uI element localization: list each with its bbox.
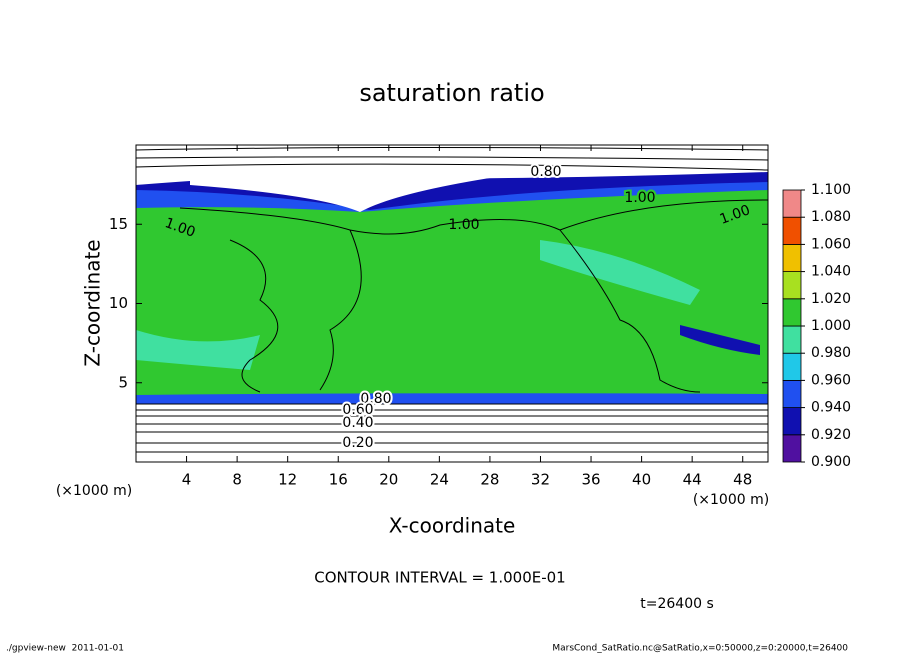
contour-label: 0.20: [342, 435, 373, 451]
time-label: t=26400 s: [640, 596, 714, 612]
x-tick-label: 12: [278, 471, 297, 489]
colorbar-label: 1.100: [811, 182, 851, 198]
field-patch: [136, 330, 260, 370]
y-tick-label: 5: [118, 373, 128, 391]
colorbar-cell: [782, 325, 802, 354]
colorbar-cell: [782, 271, 802, 300]
x-tick-label: 16: [329, 471, 348, 489]
y-unit: (×1000 m): [56, 483, 132, 499]
x-tick-label: 20: [379, 471, 398, 489]
contour-labels: 0.80 1.00 1.00 1.00 1.00 0.80 0.60 0.40 …: [163, 162, 753, 453]
x-axis-label: X-coordinate: [389, 514, 516, 538]
contour-label: 0.80: [360, 391, 391, 407]
colorbar-label: 1.040: [811, 264, 851, 280]
contour-label: 0.40: [342, 415, 373, 431]
colorbar-label: 0.960: [811, 372, 851, 388]
field-clear: [136, 404, 768, 462]
x-tick-label: 48: [733, 471, 752, 489]
colorbar-cell: [782, 216, 802, 245]
contour-label: 0.60: [342, 402, 373, 418]
x-tick-label: 24: [430, 471, 449, 489]
footer-left: ./gpview-new 2011-01-01: [6, 644, 124, 654]
x-tick-label: 32: [531, 471, 550, 489]
y-tick-label: 15: [109, 215, 128, 233]
chart-title: saturation ratio: [359, 79, 544, 107]
x-tick-label: 8: [232, 471, 242, 489]
contour-label: 1.00: [624, 190, 655, 206]
colorbar-cell: [782, 298, 802, 327]
field-band: [136, 393, 768, 404]
colorbar-cell: [782, 189, 802, 218]
colorbar-cell: [782, 434, 802, 463]
y-tick-label: 10: [109, 294, 128, 312]
x-tick-label: 28: [480, 471, 499, 489]
x-tick-label: 36: [581, 471, 600, 489]
y-axis-label: Z-coordinate: [81, 239, 105, 366]
colorbar-cell: [782, 243, 802, 272]
footer-right: MarsCond_SatRatio.nc@SatRatio,x=0:50000,…: [552, 644, 848, 654]
x-unit: (×1000 m): [693, 492, 769, 508]
contour-label: 0.80: [530, 164, 561, 180]
contour-label: 1.00: [448, 217, 479, 233]
colorbar-label: 1.020: [811, 291, 851, 307]
field-clear: [190, 165, 530, 212]
colorbar-label: 1.000: [811, 318, 851, 334]
x-tick-label: 44: [683, 471, 702, 489]
colorbar-label: 0.920: [811, 427, 851, 443]
x-tick-label: 40: [632, 471, 651, 489]
colorbar-label: 1.080: [811, 209, 851, 225]
colorbar-label: 1.060: [811, 236, 851, 252]
colorbar-label: 0.980: [811, 345, 851, 361]
colorbar-cell: [782, 379, 802, 408]
colorbar-cell: [782, 407, 802, 436]
x-tick-label: 4: [182, 471, 192, 489]
field: [135, 147, 769, 462]
contours: [135, 147, 769, 453]
field-patch: [680, 325, 760, 355]
colorbar-label: 0.900: [811, 454, 851, 470]
colorbar-label: 0.940: [811, 400, 851, 416]
colorbar-cell: [782, 352, 802, 381]
contour-interval: CONTOUR INTERVAL = 1.000E-01: [314, 569, 565, 587]
